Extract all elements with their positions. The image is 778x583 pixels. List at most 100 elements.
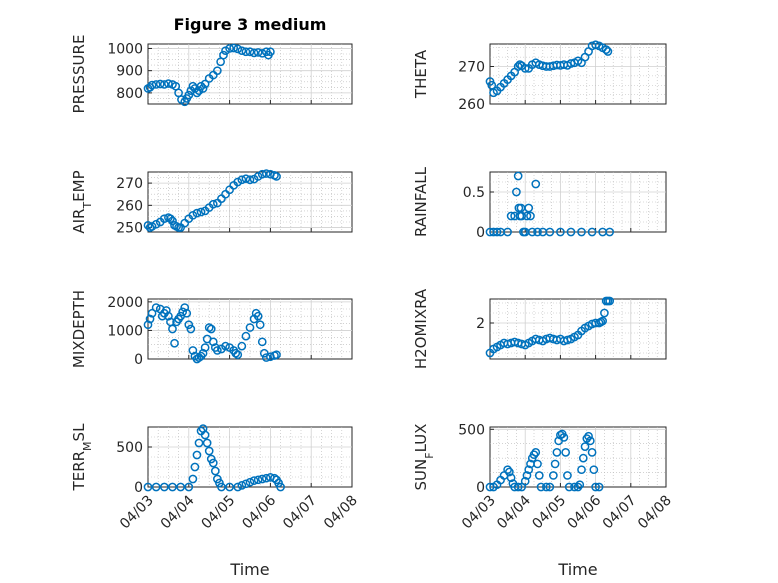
data-point bbox=[231, 348, 241, 358]
data-point bbox=[194, 438, 204, 448]
y-tick-label: 1000 bbox=[107, 323, 143, 339]
data-point bbox=[159, 482, 169, 492]
data-point bbox=[188, 81, 198, 91]
data-point bbox=[605, 296, 615, 306]
data-point bbox=[159, 80, 169, 89]
data-point bbox=[564, 482, 574, 492]
data-point bbox=[219, 50, 228, 60]
data-point bbox=[552, 448, 562, 457]
data-point bbox=[192, 88, 202, 98]
data-point bbox=[533, 227, 542, 237]
data-point bbox=[261, 169, 271, 178]
y-axis-label: H2OMIXRA bbox=[412, 288, 430, 369]
data-point bbox=[545, 227, 555, 237]
data-point bbox=[168, 324, 177, 334]
data-point bbox=[241, 174, 251, 184]
y-tick-label: 500 bbox=[116, 440, 143, 456]
data-point bbox=[233, 482, 243, 492]
data-point bbox=[190, 462, 200, 472]
y-tick-label: 2000 bbox=[107, 295, 143, 311]
y-axis-label: TERRMSL bbox=[70, 423, 94, 492]
data-point bbox=[520, 476, 530, 486]
data-point bbox=[204, 323, 214, 332]
data-point bbox=[587, 448, 597, 457]
y-tick-label: 1000 bbox=[107, 41, 143, 57]
data-point bbox=[184, 90, 194, 100]
data-point bbox=[520, 64, 530, 73]
x-tick-label: 04/05 bbox=[199, 493, 239, 533]
x-tick-label: 04/06 bbox=[239, 492, 279, 532]
data-point bbox=[225, 44, 234, 53]
data-point bbox=[198, 84, 208, 93]
subplot-4: 0 0.5 RAINFALL bbox=[412, 166, 667, 241]
subplot-2: 260 270 THETA bbox=[412, 40, 667, 113]
x-tick-label: 04/06 bbox=[565, 492, 605, 532]
y-axis-label: SUNFLUX bbox=[412, 424, 436, 491]
y-tick-label: 260 bbox=[116, 198, 143, 214]
data-point bbox=[213, 66, 222, 76]
data-point bbox=[155, 79, 165, 89]
data-point bbox=[253, 311, 263, 321]
data-point bbox=[527, 227, 537, 237]
data-point bbox=[531, 179, 541, 189]
x-tick-label: 04/03 bbox=[117, 493, 157, 533]
data-point bbox=[549, 471, 558, 480]
data-point bbox=[217, 482, 226, 492]
data-point bbox=[600, 308, 609, 318]
data-point bbox=[200, 79, 210, 89]
data-point bbox=[517, 211, 527, 221]
data-point bbox=[249, 48, 259, 58]
data-point bbox=[186, 324, 196, 334]
data-point bbox=[605, 227, 615, 237]
x-tick-label: 04/08 bbox=[635, 493, 675, 533]
data-point bbox=[261, 473, 271, 483]
data-point bbox=[178, 307, 188, 317]
data-point bbox=[594, 482, 604, 492]
data-point bbox=[237, 341, 247, 351]
data-point bbox=[601, 45, 611, 54]
data-point bbox=[184, 320, 194, 330]
data-point bbox=[533, 459, 542, 469]
data-point bbox=[221, 341, 230, 351]
data-point bbox=[563, 471, 572, 480]
data-point bbox=[245, 477, 255, 487]
data-point bbox=[241, 331, 251, 341]
data-point bbox=[200, 430, 210, 440]
y-tick-label: 0 bbox=[134, 352, 143, 368]
y-tick-label: 270 bbox=[458, 60, 485, 76]
data-point bbox=[145, 314, 155, 324]
x-tick-label: 04/07 bbox=[280, 493, 320, 533]
data-point bbox=[151, 303, 161, 312]
data-point bbox=[536, 482, 546, 492]
data-point bbox=[192, 450, 202, 460]
y-tick-label: 0.5 bbox=[463, 185, 485, 201]
y-axis-label: PRESSURE bbox=[70, 35, 88, 114]
data-point bbox=[208, 458, 218, 468]
x-tick-label: 04/03 bbox=[459, 493, 499, 533]
data-point bbox=[237, 46, 247, 56]
x-tick-label: 04/05 bbox=[529, 493, 569, 533]
x-tick-label: 04/07 bbox=[600, 493, 640, 533]
data-point bbox=[577, 227, 586, 237]
data-point bbox=[584, 431, 593, 441]
subplot-6: 2 H2OMIXRA bbox=[412, 288, 667, 369]
data-point bbox=[200, 343, 210, 352]
data-point bbox=[147, 80, 157, 90]
data-point bbox=[573, 482, 583, 492]
x-tick-label: 04/08 bbox=[321, 493, 361, 533]
y-tick-label: 0 bbox=[476, 225, 485, 241]
data-point bbox=[245, 323, 255, 332]
x-tick-label: 04/04 bbox=[158, 492, 198, 532]
data-point bbox=[188, 474, 198, 484]
data-point bbox=[566, 227, 576, 237]
data-point bbox=[512, 187, 521, 197]
data-point bbox=[585, 436, 595, 446]
data-point bbox=[506, 211, 516, 221]
data-point bbox=[164, 79, 173, 88]
data-point bbox=[176, 482, 185, 492]
data-point bbox=[522, 471, 532, 480]
data-point bbox=[559, 433, 569, 442]
data-point bbox=[168, 216, 177, 226]
data-point bbox=[159, 214, 169, 224]
